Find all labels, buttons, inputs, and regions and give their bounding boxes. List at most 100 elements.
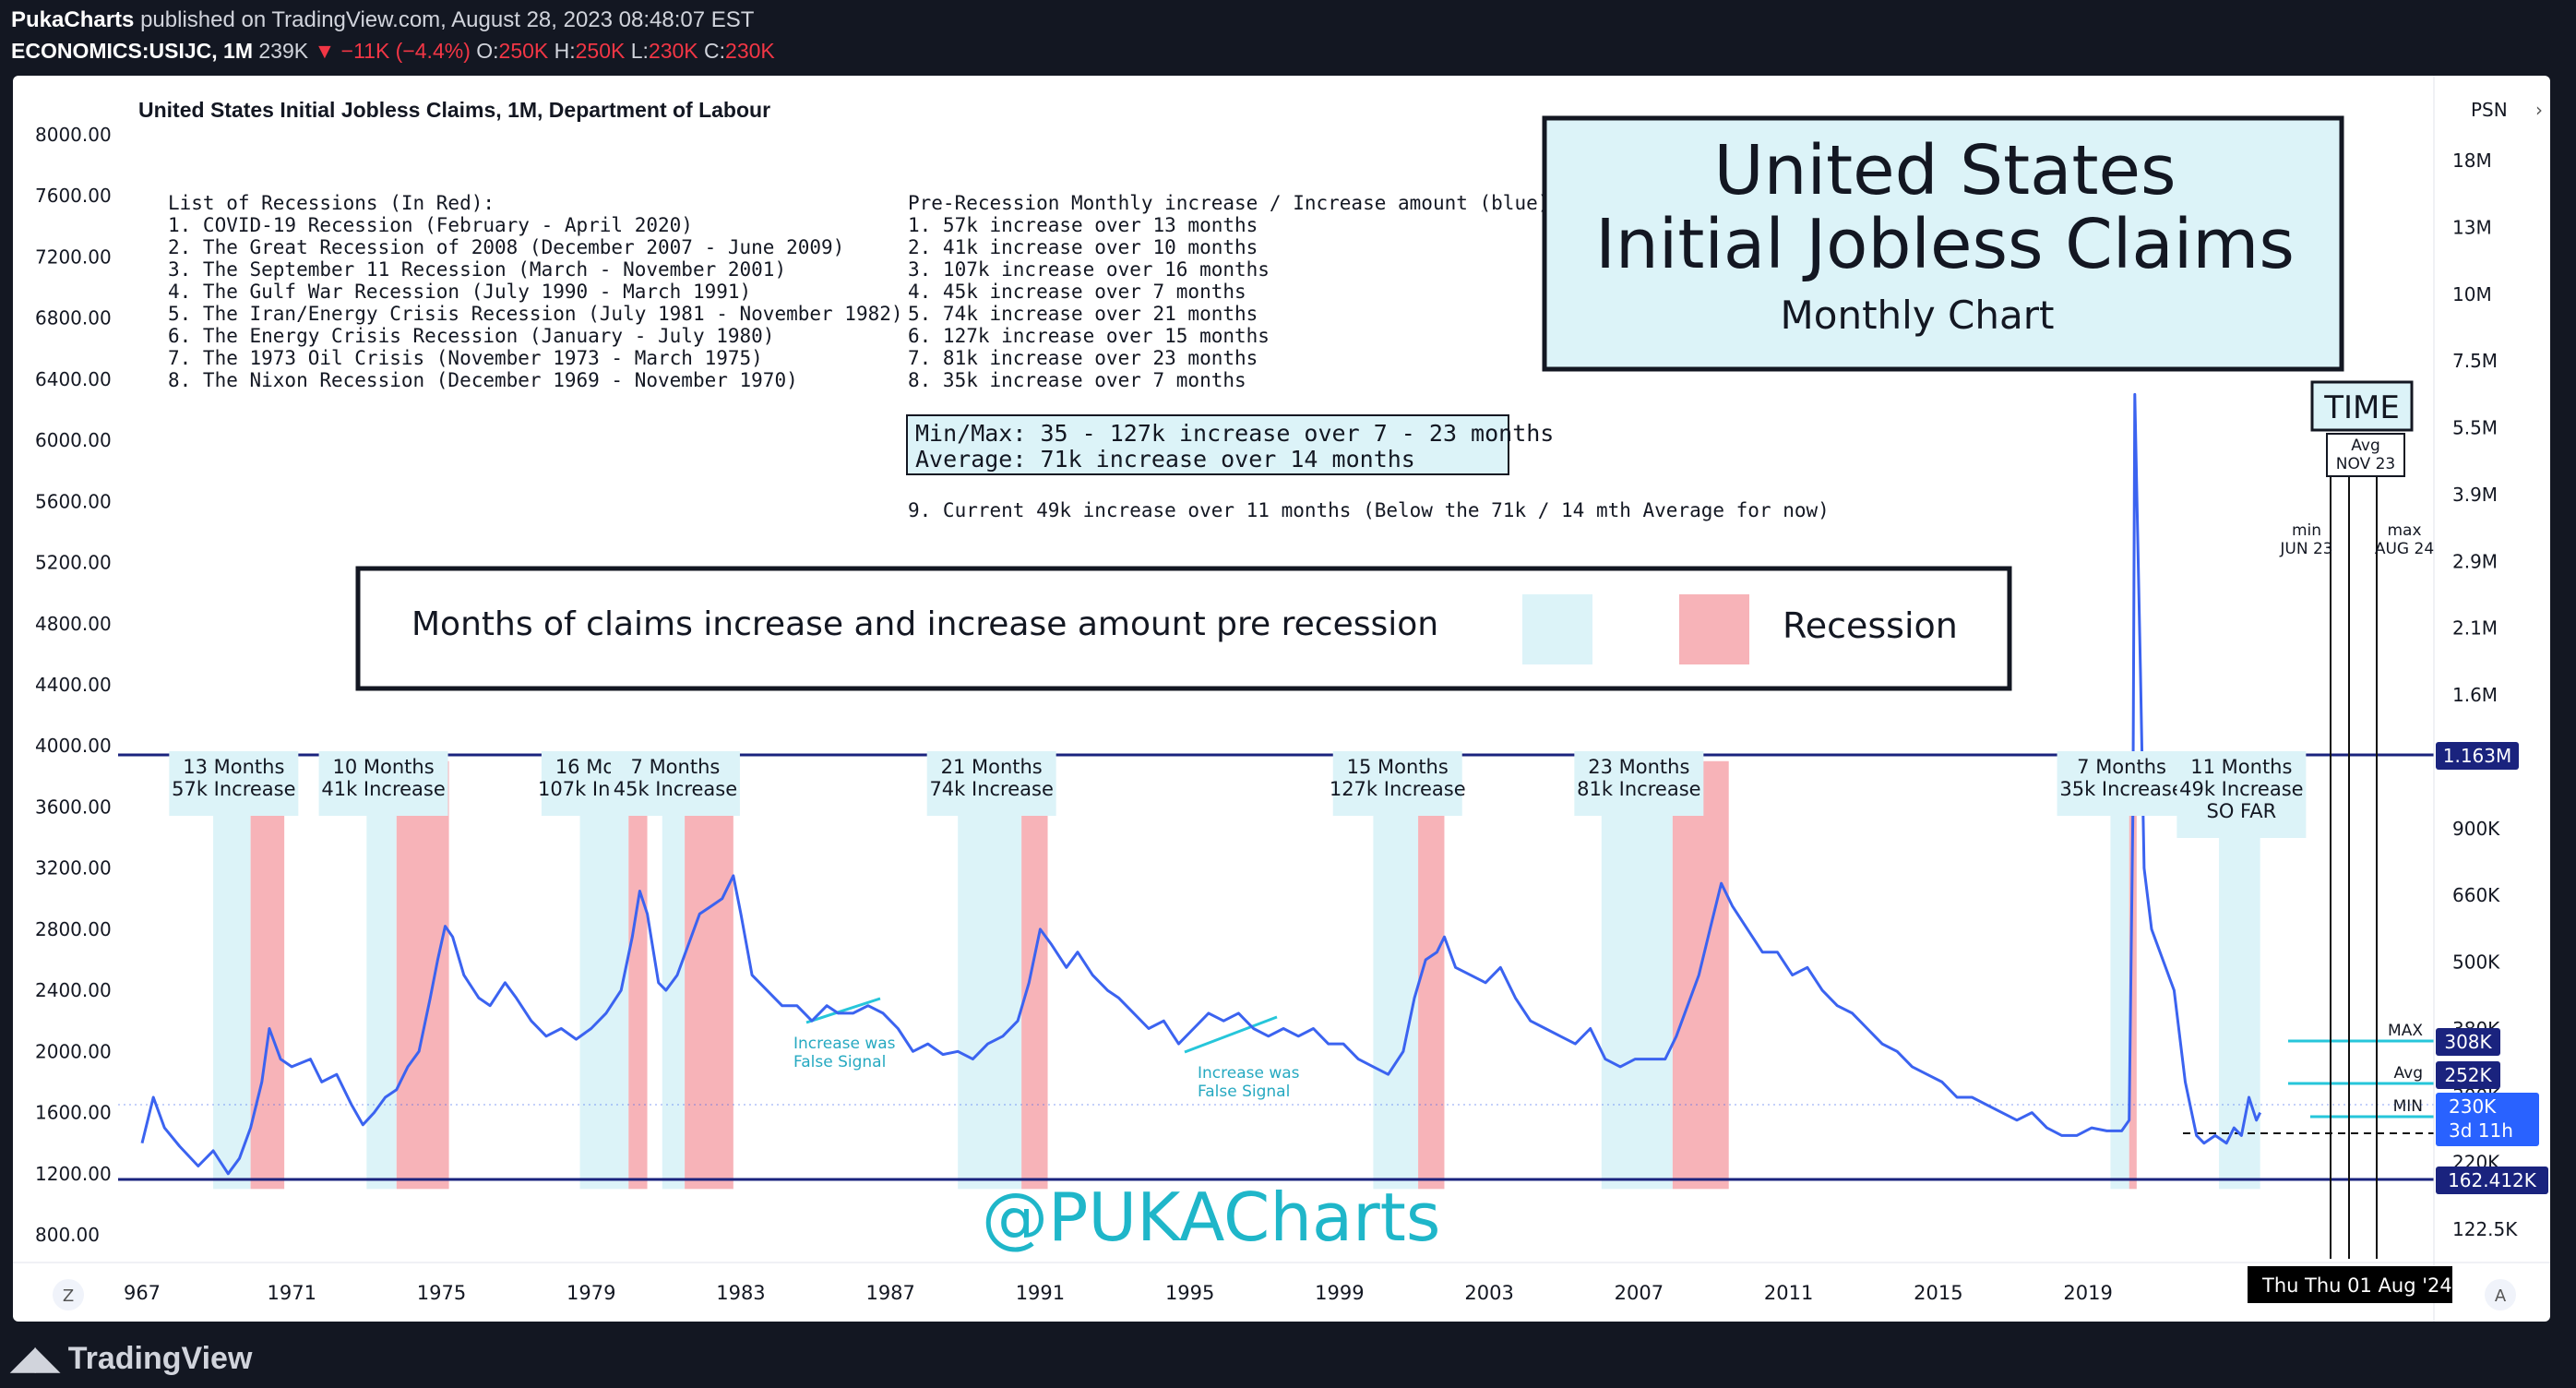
left-axis-tick-19: 800.00 <box>35 1224 100 1246</box>
max-tag[interactable] <box>2436 1028 2500 1056</box>
time-max-line-2: AUG 24 <box>2375 540 2434 558</box>
symbol-name[interactable]: ECONOMICS:USIJC, 1M <box>11 39 253 63</box>
period-label-1-line-1: 13 Months <box>183 756 284 778</box>
prerecession-item-8: 8. 35k increase over 7 months <box>908 369 1246 391</box>
recession-band-3[interactable] <box>628 760 648 1190</box>
period-label-6-line-2: 127k Increase <box>1330 778 1466 800</box>
period-label-bg-7 <box>1574 751 1704 816</box>
period-label-1-line-2: 57k Increase <box>172 778 295 800</box>
zoom-button[interactable] <box>53 1279 84 1310</box>
symbol-line: ECONOMICS:USIJC, 1M 239K ▼ −11K (−4.4%) … <box>11 39 775 64</box>
period-label-7-line-1: 23 Months <box>1588 756 1689 778</box>
upper-level-tag-text: 1.163M <box>2443 745 2512 767</box>
chart-panel[interactable]: 8000.00 7600.00 7200.00 6800.00 6400.00 6000.… <box>13 76 2550 1322</box>
pre-recession-band-1[interactable] <box>213 760 251 1190</box>
pre-recession-band-5[interactable] <box>958 760 1022 1190</box>
left-axis-tick-10: 4400.00 <box>35 674 112 696</box>
chart-canvas[interactable]: 8000.00 7600.00 7200.00 6800.00 6400.00 6000.… <box>13 76 2550 1322</box>
time-min-line-2: JUN 23 <box>2279 540 2332 558</box>
period-label-4-line-1: 7 Months <box>631 756 721 778</box>
left-axis-tick-9: 4800.00 <box>35 613 112 635</box>
recession-band-7[interactable] <box>1672 760 1729 1190</box>
title-banner[interactable] <box>1542 115 2344 372</box>
left-axis-tick-8: 5200.00 <box>35 552 112 574</box>
period-label-9-line-2: 49k Increase <box>2179 778 2303 800</box>
x-axis-tick-5: 1983 <box>716 1282 765 1304</box>
current-price-tag[interactable] <box>2436 1093 2539 1146</box>
pre-recession-band-4[interactable] <box>662 760 686 1190</box>
recession-band-4[interactable] <box>685 760 733 1190</box>
time-avg-line-2: NOV 23 <box>2336 455 2395 473</box>
period-label-5-line-2: 74k Increase <box>929 778 1053 800</box>
x-axis-tick-14: 2019 <box>2063 1282 2112 1304</box>
recession-item-6: 6. The Energy Crisis Recession (January … <box>168 325 774 347</box>
last-price: 239K <box>258 39 309 63</box>
chart-header: PukaCharts published on TradingView.com,… <box>0 0 2576 74</box>
x-axis-tick-7: 1991 <box>1016 1282 1065 1304</box>
period-label-8-line-1: 7 Months <box>2077 756 2166 778</box>
x-axis-tick-1: 967 <box>124 1282 161 1304</box>
series-line-1[interactable] <box>140 392 2262 1176</box>
upper-level-tag[interactable] <box>2436 742 2519 770</box>
right-axis-tick-8: 2.1M <box>2452 617 2498 640</box>
period-label-9-line-1: 11 Months <box>2190 756 2292 778</box>
recession-band-5[interactable] <box>1021 760 1048 1190</box>
max-tag-text: 308K <box>2444 1031 2492 1053</box>
lower-level-tag-text: 162.412K <box>2448 1169 2537 1191</box>
open-label: O: <box>476 39 499 63</box>
right-axis-tick-7: 2.9M <box>2452 550 2498 572</box>
pre-recession-band-2[interactable] <box>366 760 397 1190</box>
right-axis-tick-9: 1.6M <box>2452 684 2498 706</box>
pre-recession-band-7[interactable] <box>1601 760 1673 1190</box>
left-axis-tick-1: 8000.00 <box>35 124 112 146</box>
minmax-box[interactable] <box>906 414 1509 475</box>
banner-line-1: United States <box>1713 131 2176 210</box>
recession-band-8[interactable] <box>2129 760 2137 1190</box>
avg-tag[interactable] <box>2436 1061 2500 1089</box>
left-axis-tick-4: 6800.00 <box>35 307 112 329</box>
right-axis-tick-2: 13M <box>2452 216 2492 238</box>
left-axis-tick-2: 7600.00 <box>35 185 112 207</box>
lower-level-tag[interactable] <box>2436 1167 2548 1194</box>
pre-recession-band-3[interactable] <box>579 760 629 1190</box>
x-axis-tick-13: 2015 <box>1914 1282 1962 1304</box>
left-axis-tick-5: 6400.00 <box>35 368 112 390</box>
time-box[interactable] <box>2310 380 2414 432</box>
recession-item-3: 3. The September 11 Recession (March - N… <box>168 258 786 281</box>
period-label-bg-1 <box>169 751 299 816</box>
open-value: 250K <box>498 39 549 63</box>
average-line: Average: 71k increase over 14 months <box>915 446 1415 473</box>
legend-blue-swatch <box>1522 594 1592 664</box>
right-axis-tick-5: 5.5M <box>2452 417 2498 439</box>
auto-scale-button[interactable] <box>2485 1279 2516 1310</box>
author-name[interactable]: PukaCharts <box>11 7 135 32</box>
scale-label[interactable]: PSN <box>2471 99 2508 121</box>
prerecession-item-5: 5. 74k increase over 21 months <box>908 303 1258 325</box>
recession-band-2[interactable] <box>396 760 449 1190</box>
false-signal-line-2[interactable] <box>1184 1015 1278 1054</box>
false-signal-2-line-1: Increase was <box>1198 1064 1300 1083</box>
footer: ◢◣ TradingView <box>0 1329 2576 1388</box>
pre-recession-band-6[interactable] <box>1373 760 1419 1190</box>
left-axis-tick-17: 1600.00 <box>35 1102 112 1124</box>
current-note: 9. Current 49k increase over 11 months (… <box>908 499 1830 521</box>
left-axis-tick-16: 2000.00 <box>35 1040 112 1062</box>
false-signal-line-1[interactable] <box>805 997 881 1024</box>
right-axis-tick-4: 7.5M <box>2452 350 2498 372</box>
recession-band-1[interactable] <box>250 760 285 1190</box>
prerecession-item-4: 4. 45k increase over 7 months <box>908 281 1246 303</box>
tradingview-icon: ◢◣ <box>11 1341 68 1376</box>
period-label-7-line-2: 81k Increase <box>1577 778 1700 800</box>
tradingview-logo[interactable]: ◢◣ TradingView <box>11 1340 252 1377</box>
recessions-heading: List of Recessions (In Red): <box>168 192 495 214</box>
left-axis-tick-12: 3600.00 <box>35 796 112 818</box>
avg-label: Avg <box>2394 1064 2424 1083</box>
prerecession-heading: Pre-Recession Monthly increase / Increas… <box>908 192 1549 214</box>
false-signal-1-line-2: False Signal <box>793 1053 886 1071</box>
zoom-icon: Z <box>63 1286 74 1306</box>
banner-line-3: Monthly Chart <box>1781 293 2055 338</box>
time-label: TIME <box>2323 389 2400 426</box>
pre-recession-band-8[interactable] <box>2110 760 2129 1190</box>
right-axis-tick-12: 660K <box>2452 884 2500 906</box>
collapse-icon[interactable]: › <box>2535 99 2543 121</box>
